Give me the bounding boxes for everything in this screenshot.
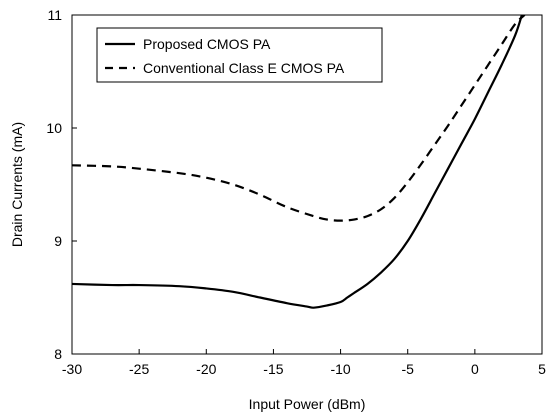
plot-area	[71, 14, 543, 355]
x-tick-label: -30	[62, 361, 82, 377]
legend-box	[96, 27, 383, 83]
series-line-proposed	[72, 15, 523, 309]
x-tick-label: 0	[471, 361, 479, 377]
legend-label-proposed: Proposed CMOS PA	[143, 36, 271, 52]
plot-frame	[71, 14, 543, 355]
x-tick-label: 5	[538, 361, 546, 377]
legend-label-conventional: Conventional Class E CMOS PA	[143, 60, 345, 76]
series-line-conventional	[72, 15, 526, 222]
x-tick-label: -15	[263, 361, 283, 377]
y-tick-label: 11	[47, 7, 62, 23]
y-tick-label: 9	[54, 233, 62, 249]
x-tick-label: -5	[401, 361, 414, 377]
x-axis-label: Input Power (dBm)	[249, 396, 366, 412]
y-tick-label: 10	[46, 120, 62, 136]
y-tick-label: 8	[54, 346, 62, 362]
legend: Proposed CMOS PA Conventional Class E CM…	[96, 27, 383, 83]
x-axis-ticks: -30 -25 -20 -15 -10 -5 0 5	[62, 349, 546, 377]
series-layer	[72, 15, 526, 309]
x-tick-label: -25	[129, 361, 149, 377]
y-axis-label: Drain Currents (mA)	[9, 122, 25, 247]
x-tick-label: -20	[196, 361, 216, 377]
x-tick-label: -10	[330, 361, 350, 377]
y-axis-ticks: 8 9 10 11	[46, 7, 77, 362]
